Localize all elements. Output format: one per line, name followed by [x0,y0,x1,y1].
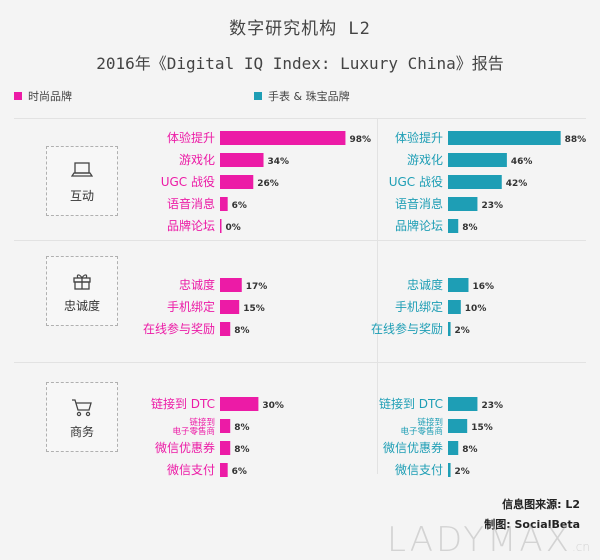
bar [448,219,459,233]
shopping-cart-icon [72,399,92,417]
bar [448,463,451,477]
bar [448,131,561,145]
value-label: 2% [455,326,470,336]
category-label: 微信支付 [167,463,215,477]
category-label: 语音消息 [395,196,443,211]
value-label: 2% [455,467,470,477]
value-label: 6% [232,467,247,477]
value-label: 98% [349,135,371,145]
value-label: 30% [262,401,284,411]
category-label: 链接到电子零售商 [400,417,443,437]
bar [448,441,459,455]
value-label: 6% [232,201,247,211]
category-label: 微信优惠券 [155,440,215,455]
bar [220,219,222,233]
bar [448,397,478,411]
bar [220,397,259,411]
bar [220,131,346,145]
value-label: 8% [234,326,249,336]
category-label: 游戏化 [407,153,443,167]
value-label: 15% [471,423,493,433]
bar [220,322,231,336]
legend-swatch-fashion [14,92,22,100]
divider [14,240,586,241]
category-label: 忠诚度 [179,277,215,292]
legend-item-watch-jewelry: 手表 & 珠宝品牌 [254,88,350,104]
category-label: 链接到 DTC [151,396,215,411]
category-label: 链接到 DTC [379,396,443,411]
category-label: UGC 战役 [161,174,215,189]
group-label-interaction: 互动 [69,189,94,203]
value-label: 23% [481,201,503,211]
category-label: 体验提升 [167,130,215,145]
gift-icon [73,274,91,290]
category-label: 手机绑定 [167,299,215,314]
value-label: 26% [257,179,279,189]
value-label: 34% [268,157,290,167]
category-label: 手机绑定 [395,299,443,314]
bar [220,419,231,433]
category-label: 微信优惠券 [383,440,443,455]
page-subtitle: 2016年《Digital IQ Index: Luxury China》报告 [96,54,504,73]
value-label: 23% [481,401,503,411]
value-label: 17% [246,282,268,292]
value-label: 0% [226,223,241,233]
divider [14,118,586,119]
source-note: 信息图来源: L2 [502,498,580,511]
category-label: 游戏化 [179,153,215,167]
bar [448,197,478,211]
bar [220,197,228,211]
category-label: 语音消息 [167,196,215,211]
category-label: 体验提升 [395,130,443,145]
bar [220,278,242,292]
bar [448,175,502,189]
bar [220,441,231,455]
legend-item-fashion: 时尚品牌 [14,88,72,104]
value-label: 42% [506,179,528,189]
group-label-commerce: 商务 [69,425,94,439]
category-label: 品牌论坛 [167,219,215,233]
bar [220,153,264,167]
watermark-logo: LADYMAX.cn [387,520,590,560]
legend-label-watch-jewelry: 手表 & 珠宝品牌 [268,90,350,103]
category-label: 忠诚度 [407,277,443,292]
bar [448,153,507,167]
value-label: 8% [462,445,477,455]
bar [448,322,451,336]
group-box-commerce: 商务 [46,382,118,452]
value-label: 8% [234,445,249,455]
value-label: 88% [565,135,587,145]
bar [220,463,228,477]
group-box-interaction: 互动 [46,146,118,216]
bar [448,419,468,433]
value-label: 46% [511,157,533,167]
bar [448,300,461,314]
value-label: 10% [465,304,487,314]
category-label: 微信支付 [395,463,443,477]
page-title: 数字研究机构 L2 [229,19,371,39]
bar [220,175,254,189]
legend-label-fashion: 时尚品牌 [28,90,72,103]
value-label: 8% [462,223,477,233]
divider [14,362,586,363]
credit-note: 制图: SocialBeta [484,518,580,531]
bar [448,278,469,292]
category-label: UGC 战役 [389,174,443,189]
bar [220,300,240,314]
laptop-icon [71,162,93,177]
column-separator [377,118,378,474]
value-label: 8% [234,423,249,433]
value-label: 15% [243,304,265,314]
legend-swatch-watch-jewelry [254,92,262,100]
category-label: 在线参与奖励 [143,321,215,336]
group-label-loyalty: 忠诚度 [63,299,100,313]
category-label: 在线参与奖励 [371,321,443,336]
value-label: 16% [472,282,494,292]
category-label: 链接到电子零售商 [172,417,215,437]
group-box-loyalty: 忠诚度 [46,256,118,326]
category-label: 品牌论坛 [395,219,443,233]
